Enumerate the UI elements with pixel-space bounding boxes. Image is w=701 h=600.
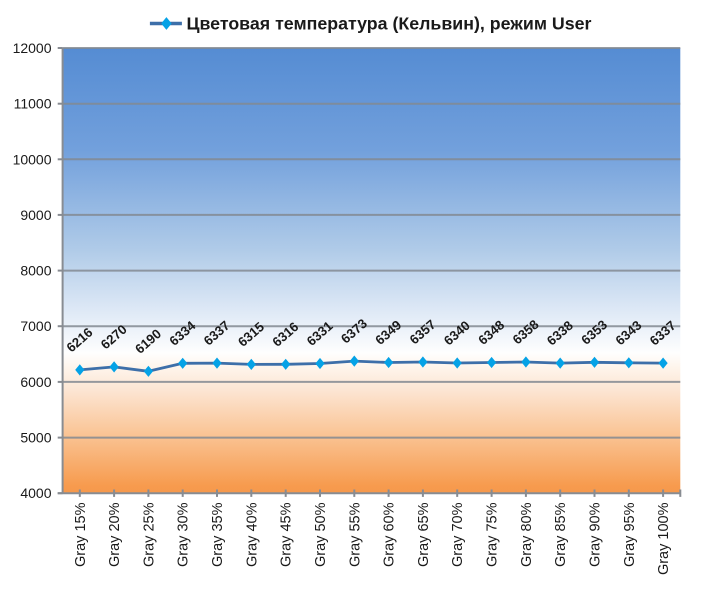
svg-text:8000: 8000 xyxy=(20,263,51,279)
svg-text:Gray 45%: Gray 45% xyxy=(279,502,295,567)
svg-text:12000: 12000 xyxy=(13,40,52,56)
svg-text:Gray 55%: Gray 55% xyxy=(347,502,363,567)
svg-text:Gray 60%: Gray 60% xyxy=(382,502,398,567)
svg-text:Цветовая температура (Кельвин): Цветовая температура (Кельвин), режим Us… xyxy=(187,14,592,34)
svg-text:4000: 4000 xyxy=(20,485,51,501)
svg-text:Gray 65%: Gray 65% xyxy=(416,502,432,567)
svg-text:Gray 50%: Gray 50% xyxy=(313,502,329,567)
svg-text:Gray 70%: Gray 70% xyxy=(450,502,466,567)
svg-text:11000: 11000 xyxy=(14,96,52,112)
svg-text:6000: 6000 xyxy=(20,374,51,390)
svg-text:9000: 9000 xyxy=(20,207,51,223)
svg-text:Gray 85%: Gray 85% xyxy=(553,502,569,567)
svg-text:5000: 5000 xyxy=(20,430,51,446)
svg-text:Gray 35%: Gray 35% xyxy=(210,502,226,567)
svg-text:Gray 15%: Gray 15% xyxy=(73,502,89,567)
svg-text:Gray 95%: Gray 95% xyxy=(622,502,638,567)
svg-text:Gray 75%: Gray 75% xyxy=(485,502,501,567)
svg-text:7000: 7000 xyxy=(20,318,51,334)
svg-text:Gray 80%: Gray 80% xyxy=(519,502,535,567)
svg-text:10000: 10000 xyxy=(13,151,52,167)
svg-text:Gray 30%: Gray 30% xyxy=(176,502,192,567)
svg-text:Gray 90%: Gray 90% xyxy=(588,502,604,567)
svg-text:Gray 40%: Gray 40% xyxy=(244,502,260,567)
svg-text:Gray 100%: Gray 100% xyxy=(656,502,672,575)
svg-text:Gray 25%: Gray 25% xyxy=(141,502,157,567)
svg-text:Gray 20%: Gray 20% xyxy=(107,502,123,567)
